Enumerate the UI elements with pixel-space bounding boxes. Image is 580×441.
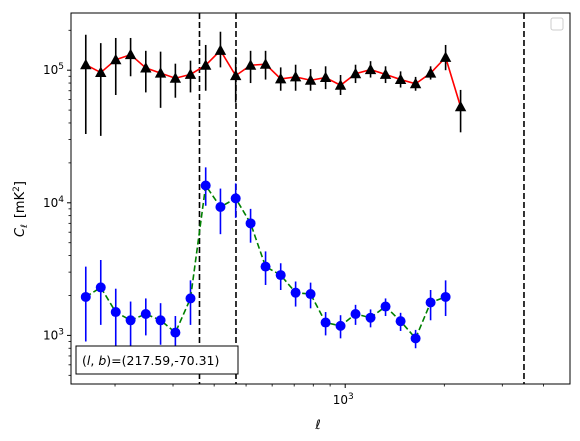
- series-1-point-13: [275, 270, 286, 281]
- series-1-point-17: [335, 320, 346, 331]
- series-0-point-3: [124, 48, 137, 60]
- annotation: (l, b)=(217.59,-70.31): [75, 345, 239, 375]
- series-1-point-12: [260, 261, 271, 272]
- series-1-point-20: [380, 301, 391, 312]
- series-0-point-18: [349, 67, 362, 79]
- series-0-point-21: [394, 73, 407, 85]
- series-0-point-4: [140, 61, 152, 73]
- series-1-point-11: [245, 218, 256, 229]
- x-tick-label-exp-0: 3: [348, 392, 354, 402]
- series-1-point-4: [140, 309, 151, 320]
- y-axis-label: Cℓ [mK2]: [12, 181, 30, 237]
- series-1-point-9: [215, 201, 226, 212]
- series-0: [80, 31, 467, 136]
- series-0-point-2: [110, 53, 122, 65]
- series-0-point-17: [334, 79, 347, 90]
- series-0-point-11: [244, 59, 257, 70]
- series-1-point-15: [305, 289, 316, 300]
- series-1: [80, 167, 451, 356]
- series-1-point-2: [110, 307, 121, 318]
- y-axis-label-main: C: [13, 227, 28, 237]
- series-1-point-6: [170, 327, 181, 338]
- series-1-point-23: [425, 297, 436, 308]
- series-1-point-7: [185, 293, 196, 304]
- series-0-point-23: [424, 67, 437, 78]
- series-1-point-8: [200, 180, 211, 191]
- series-0-point-14: [289, 70, 302, 82]
- series-1-point-19: [365, 312, 376, 323]
- series-0-point-6: [169, 72, 182, 83]
- y-axis-label-unit-close: ]: [13, 181, 28, 186]
- series-1-point-5: [155, 315, 166, 326]
- series-0-point-13: [275, 72, 287, 84]
- series-0-point-16: [319, 71, 332, 83]
- x-axis-label: ℓ: [314, 418, 320, 433]
- annotation-b: b: [98, 353, 106, 368]
- series-0-point-22: [409, 77, 422, 89]
- annotation-values: =(217.59,-70.31): [111, 353, 219, 368]
- series-1-point-16: [320, 317, 331, 328]
- series-0-point-1: [95, 66, 107, 78]
- series-1-point-18: [350, 309, 361, 320]
- series-0-point-0: [80, 58, 92, 70]
- series-1-point-10: [230, 193, 241, 204]
- y-axis-label-sub: ℓ: [20, 224, 30, 229]
- y-axis-label-unit: [mK: [13, 191, 28, 218]
- series-0-point-15: [304, 74, 317, 85]
- annotation-text: (l, b)=(217.59,-70.31): [82, 353, 219, 368]
- series-0-point-10: [229, 69, 242, 81]
- series-0-point-24: [439, 51, 452, 62]
- series-0-point-19: [364, 63, 377, 75]
- annotation-box: [75, 345, 239, 375]
- plot-frame: [70, 12, 571, 385]
- annotation-l: l: [87, 353, 91, 368]
- series-0-point-20: [379, 68, 392, 79]
- series-0-point-9: [214, 44, 227, 55]
- y-tick-label-exp-2: 5: [58, 62, 64, 72]
- y-axis-label-unit-sup: 2: [12, 186, 22, 192]
- series-1-point-1: [95, 282, 106, 293]
- series-0-point-8: [199, 59, 212, 70]
- series-0-point-25: [454, 100, 467, 112]
- series-1-point-3: [125, 315, 136, 326]
- series-1-point-0: [80, 291, 91, 302]
- data-series: [80, 31, 467, 356]
- series-0-point-12: [259, 58, 272, 69]
- legend-box: [550, 17, 564, 31]
- series-1-point-14: [290, 287, 301, 298]
- y-tick-label-exp-0: 3: [58, 327, 64, 337]
- series-1-point-24: [440, 291, 451, 302]
- plot-area: [71, 13, 570, 384]
- series-0-point-5: [154, 67, 167, 78]
- series-1-point-22: [410, 333, 421, 344]
- y-tick-label-exp-1: 4: [58, 195, 64, 205]
- series-1-point-21: [395, 316, 406, 327]
- series-0-point-7: [184, 68, 197, 79]
